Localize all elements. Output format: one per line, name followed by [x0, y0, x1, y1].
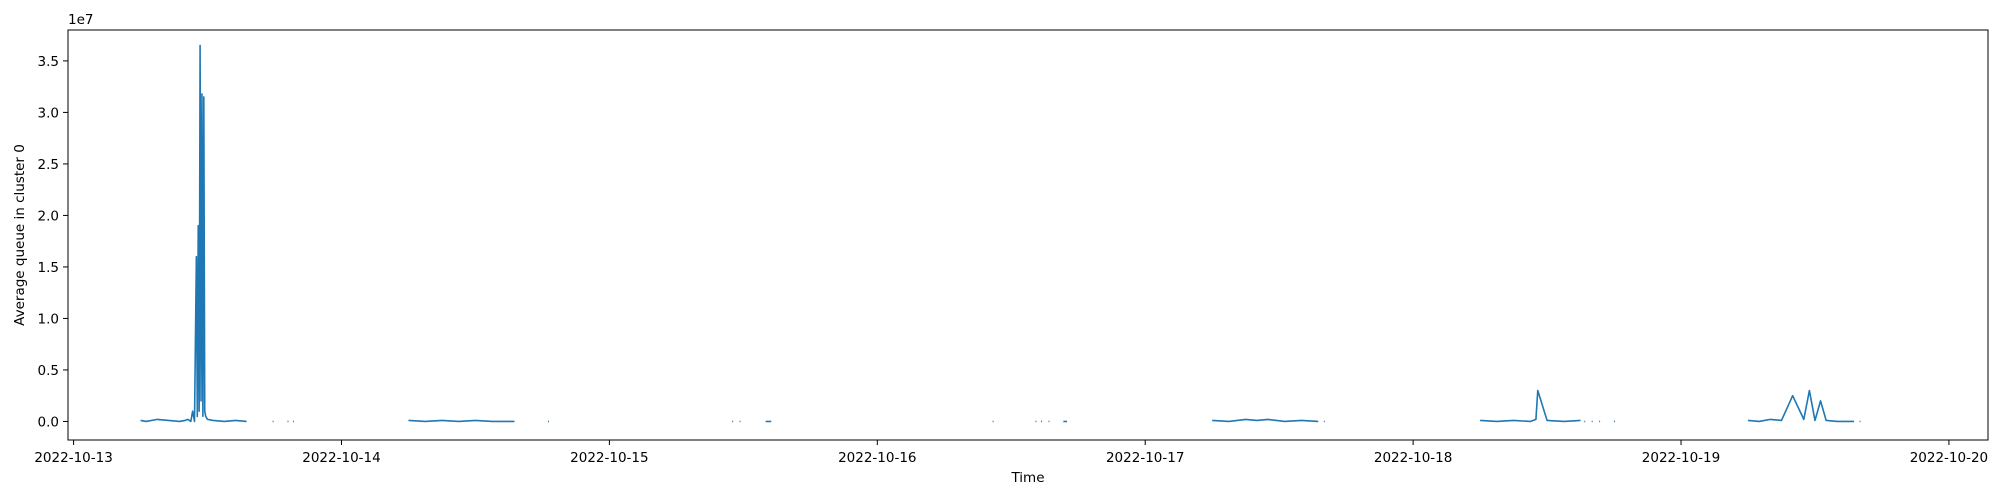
- y-tick-label: 2.5: [38, 157, 59, 173]
- series-line-segment: [140, 44, 247, 423]
- plot-area: [68, 30, 1988, 440]
- x-axis-label: Time: [1010, 470, 1044, 486]
- y-tick-label: 1.0: [38, 311, 59, 327]
- series-layer: [140, 44, 1861, 423]
- x-tick-label: 2022-10-19: [1642, 450, 1720, 466]
- x-axis: 2022-10-13 2022-10-14 2022-10-15 2022-10-16…: [34, 440, 1988, 466]
- x-tick-label: 2022-10-17: [1106, 450, 1184, 466]
- series-line-segment: [1212, 418, 1319, 423]
- y-tick-label: 3.5: [38, 54, 59, 70]
- x-tick-label: 2022-10-15: [570, 450, 648, 466]
- y-offset-label: 1e7: [68, 12, 93, 28]
- y-tick-label: 2.0: [38, 208, 59, 224]
- series-line-segment: [1480, 389, 1581, 423]
- series-line-segment: [408, 419, 515, 423]
- plot-frame: [67, 29, 1989, 441]
- series-line-segment: [1747, 389, 1855, 423]
- y-axis-label: Average queue in cluster 0: [12, 144, 28, 326]
- x-tick-label: 2022-10-14: [302, 450, 380, 466]
- x-tick-label: 2022-10-16: [838, 450, 916, 466]
- x-tick-label: 2022-10-18: [1374, 450, 1452, 466]
- x-tick-label: 2022-10-13: [34, 450, 112, 466]
- y-tick-label: 3.0: [38, 105, 59, 121]
- y-axis: 0.0 0.5 1.0 1.5 2.0 2.5 3.0 3.5: [38, 54, 68, 430]
- y-tick-label: 0.5: [38, 363, 59, 379]
- x-tick-label: 2022-10-20: [1910, 450, 1988, 466]
- y-tick-label: 0.0: [38, 414, 59, 430]
- y-tick-label: 1.5: [38, 260, 59, 276]
